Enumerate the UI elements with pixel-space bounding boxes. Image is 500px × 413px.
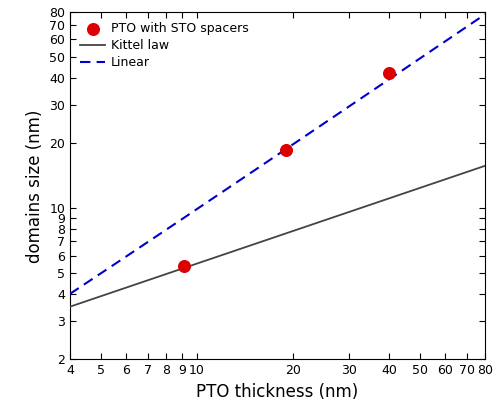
Linear — [321, 121, 327, 126]
Line: Linear: Linear — [70, 14, 485, 294]
Legend: PTO with STO spacers, Kittel law, Linear: PTO with STO spacers, Kittel law, Linear — [76, 19, 253, 73]
Kittel law — [312, 221, 318, 226]
Kittel law — [482, 163, 488, 168]
Linear — [314, 126, 320, 131]
PTO with STO spacers — [180, 263, 188, 269]
Linear — [68, 290, 74, 295]
X-axis label: PTO thickness (nm): PTO thickness (nm) — [196, 383, 358, 401]
Linear — [443, 38, 449, 43]
Kittel law — [417, 185, 423, 190]
Linear — [67, 291, 73, 296]
Y-axis label: domains size (nm): domains size (nm) — [26, 109, 44, 263]
Linear — [482, 12, 488, 17]
Kittel law — [67, 304, 73, 309]
Kittel law — [68, 304, 74, 309]
Linear — [417, 56, 423, 61]
Kittel law — [321, 218, 327, 223]
Line: Kittel law: Kittel law — [70, 166, 485, 307]
Linear — [312, 126, 318, 131]
Kittel law — [314, 221, 320, 225]
PTO with STO spacers — [282, 147, 290, 153]
PTO with STO spacers — [385, 70, 393, 76]
Kittel law — [443, 176, 449, 181]
